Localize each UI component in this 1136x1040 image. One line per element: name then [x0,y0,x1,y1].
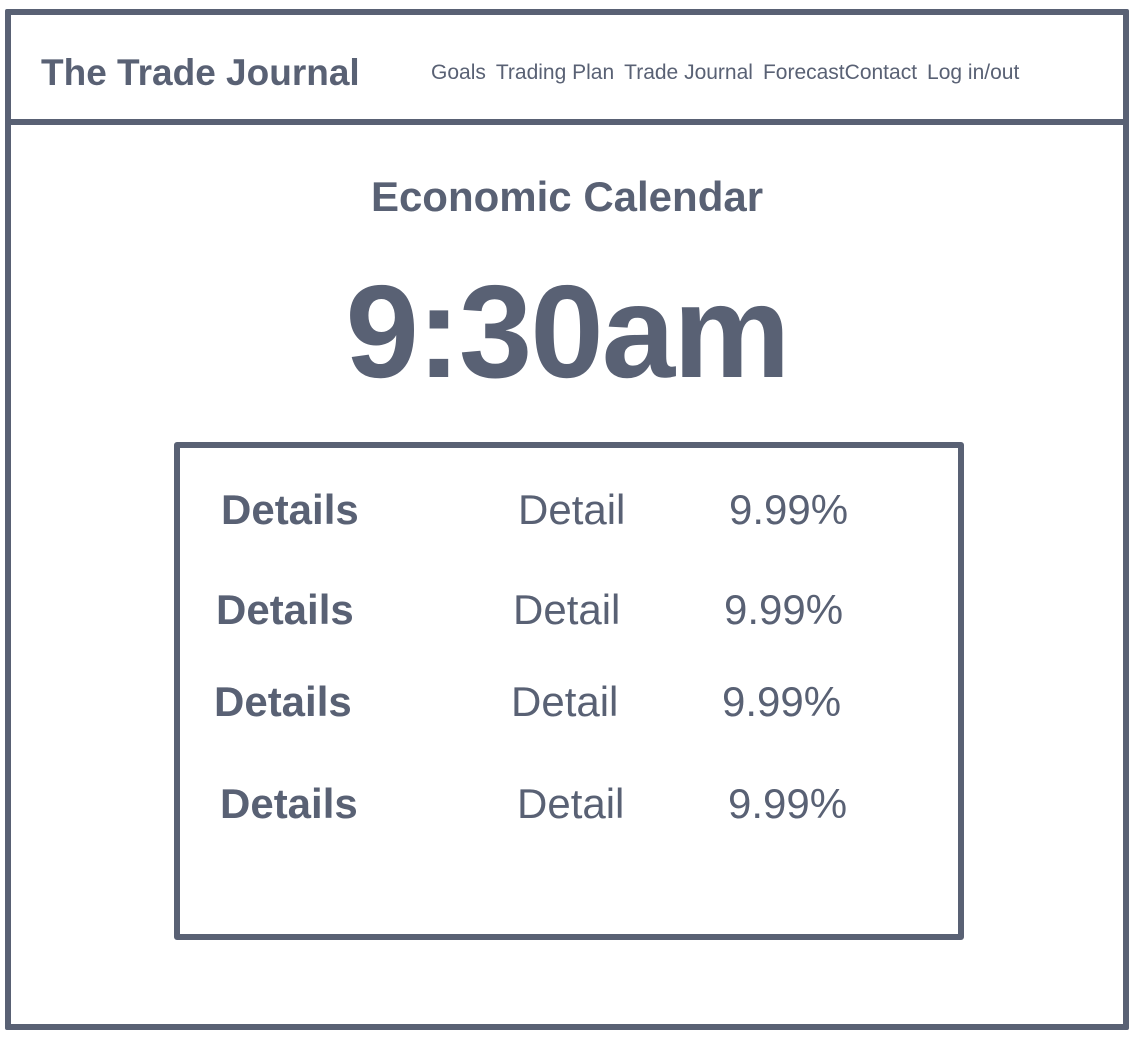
event-name: Details [214,678,352,725]
events-panel: Details Detail 9.99% Details Detail 9.99… [174,442,964,940]
page-title: Economic Calendar [370,173,764,220]
event-detail: Detail [513,586,621,633]
event-time: 9:30am [345,258,791,405]
event-name: Details [216,586,354,633]
event-name: Details [221,486,359,533]
event-value: 9.99% [722,678,842,725]
nav-forecast[interactable]: Forecast [762,61,845,84]
event-detail: Detail [518,486,626,533]
event-value: 9.99% [729,486,849,533]
site-logo[interactable]: The Trade Journal [41,52,360,93]
nav-log-in-out[interactable]: Log in/out [927,61,1020,84]
event-detail: Detail [511,678,619,725]
event-detail: Detail [517,780,625,827]
nav-contact[interactable]: Contact [844,61,918,84]
header: The Trade Journal Goals Trading Plan Tra… [11,15,1123,125]
nav-goals[interactable]: Goals [431,61,486,84]
nav-trade-journal[interactable]: Trade Journal [624,61,753,84]
event-name: Details [220,780,358,827]
event-value: 9.99% [724,586,844,633]
main-nav: Goals Trading Plan Trade Journal Forecas… [431,59,1019,87]
page-frame: The Trade Journal Goals Trading Plan Tra… [5,9,1129,1030]
event-value: 9.99% [728,780,848,827]
nav-trading-plan[interactable]: Trading Plan [495,61,615,84]
